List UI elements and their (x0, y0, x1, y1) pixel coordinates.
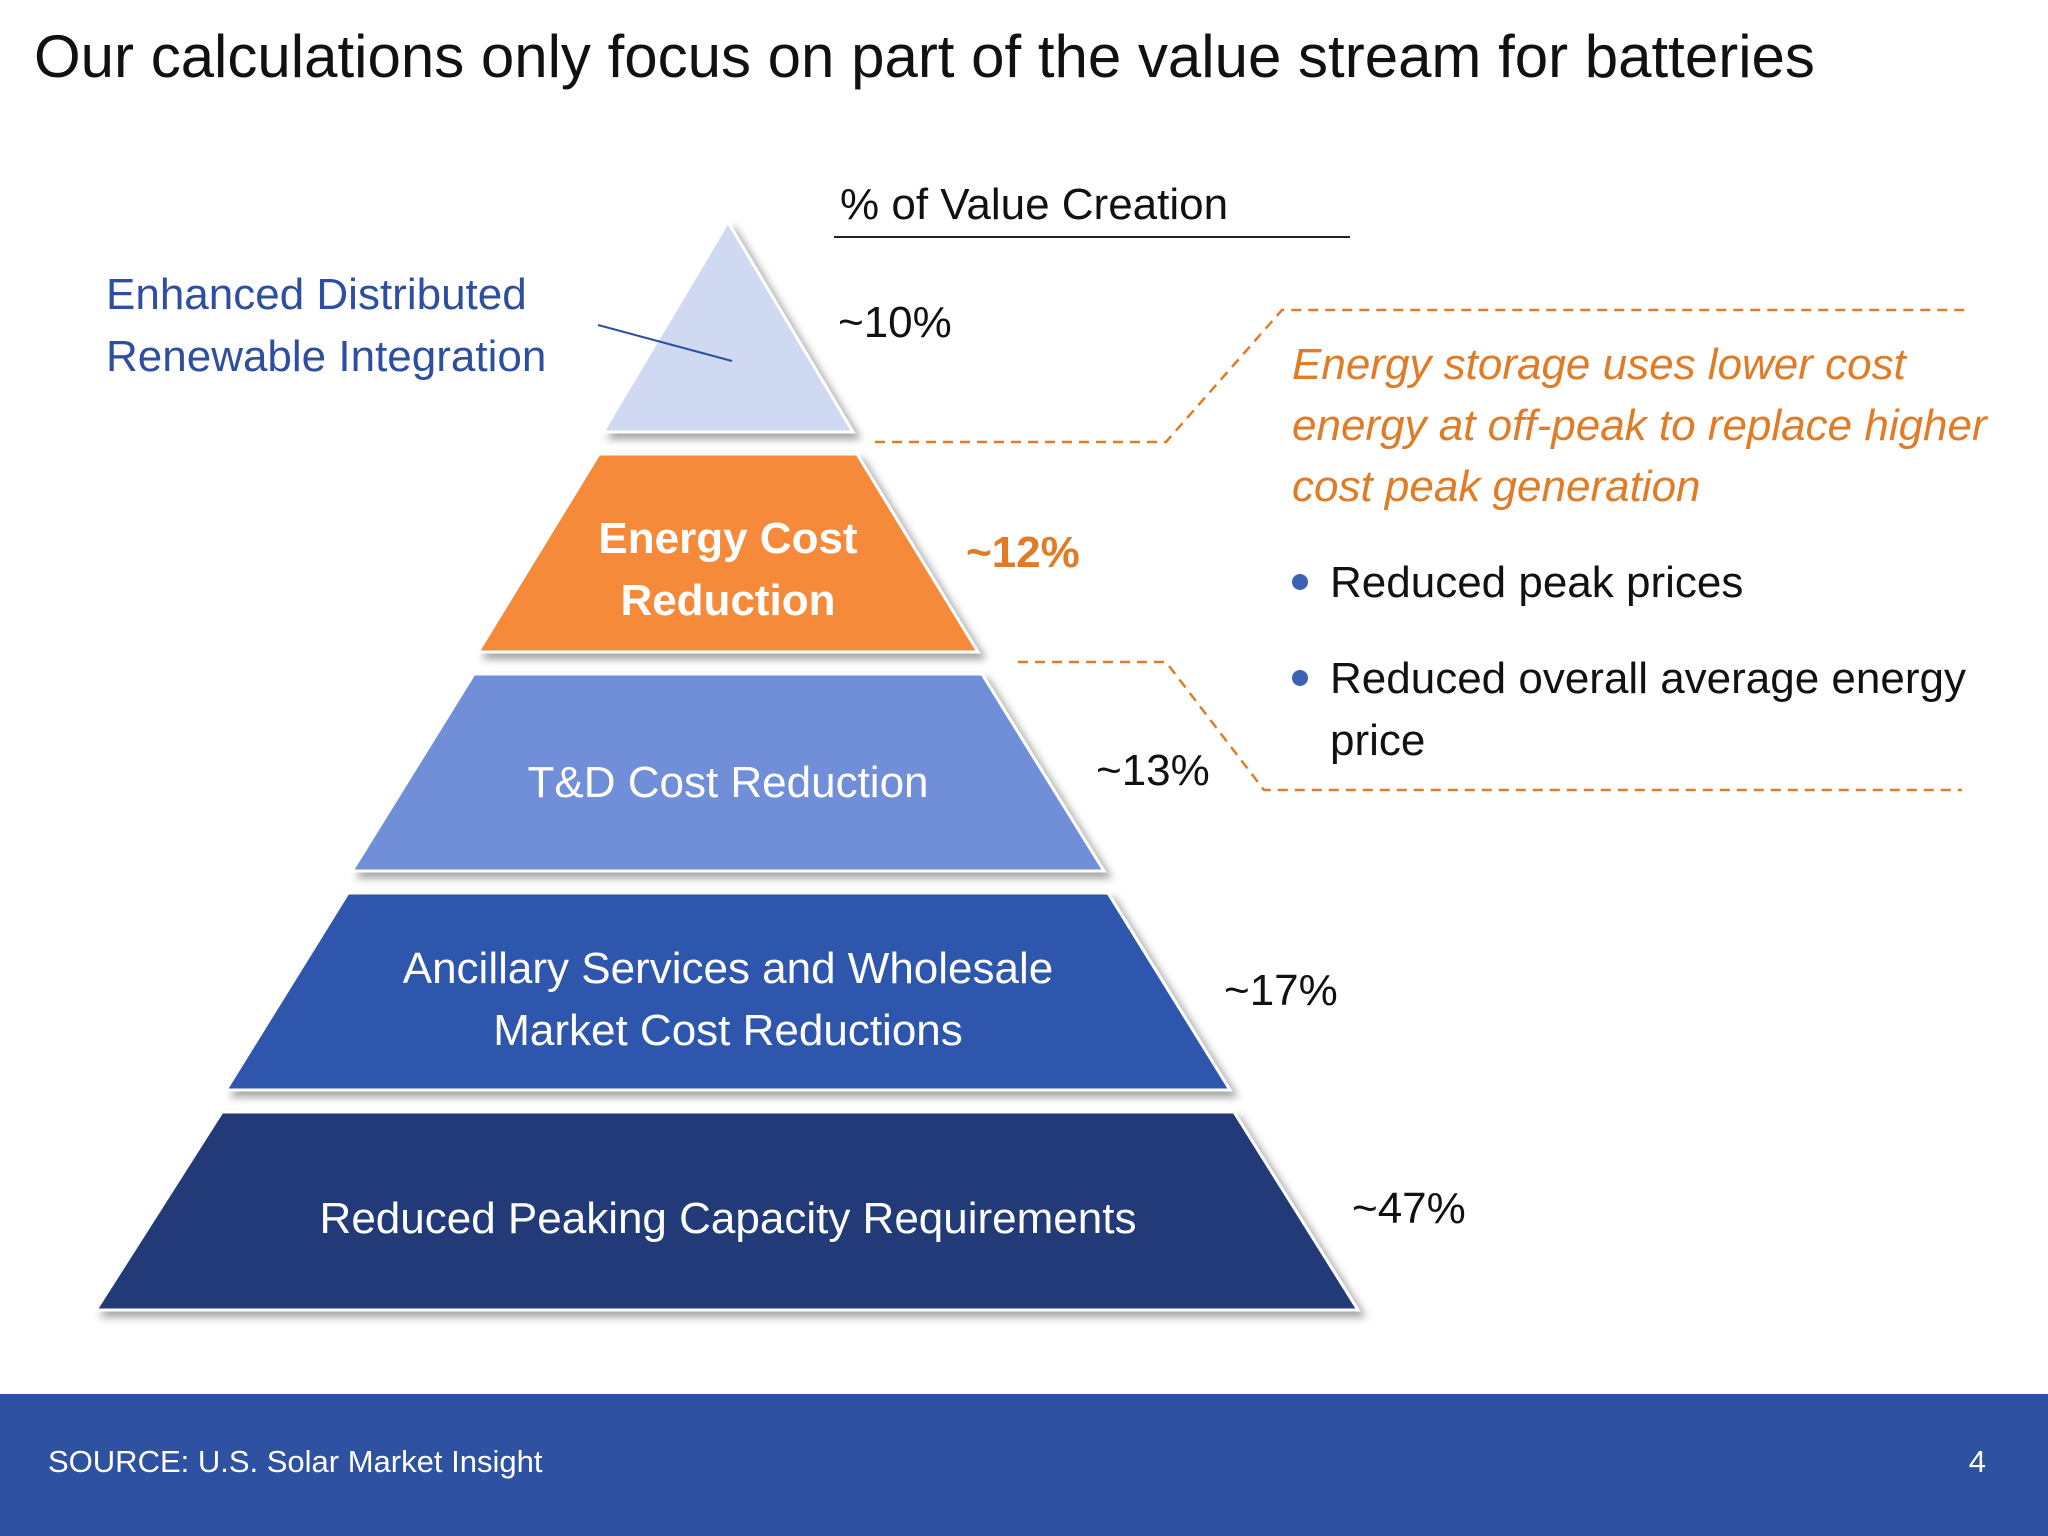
page-number: 4 (1968, 1444, 1986, 1479)
bullet-text: Reduced overall average energy price (1330, 654, 1966, 765)
tier-5-percent: ~47% (1352, 1184, 1466, 1233)
tier-1-label: Enhanced Distributed Renewable Integrati… (106, 270, 547, 381)
pyramid-tier-5 (93, 1110, 1361, 1312)
bullet-dot-icon (1292, 670, 1308, 686)
tier-5-label: Reduced Peaking Capacity Requirements (319, 1194, 1137, 1243)
value-pyramid (93, 219, 1966, 1312)
tier-3-label: T&D Cost Reduction (527, 758, 929, 807)
page-title: Our calculations only focus on part of t… (34, 23, 1815, 90)
bullet-text: Reduced peak prices (1330, 558, 1744, 607)
value-creation-header: % of Value Creation (840, 180, 1229, 229)
tier-3-percent: ~13% (1096, 746, 1210, 795)
header-underline (834, 236, 1350, 238)
pyramid-tier-3 (349, 672, 1107, 873)
source-citation: SOURCE: U.S. Solar Market Insight (48, 1444, 543, 1479)
pyramid-tier-2 (475, 452, 981, 654)
tier-4-label: Ancillary Services and Wholesale Market … (402, 944, 1054, 1055)
footer-bar: SOURCE: U.S. Solar Market Insight 4 (0, 1394, 2048, 1536)
tier-1-percent: ~10% (838, 298, 952, 347)
callout-text: Energy storage uses lower cost energy at… (1292, 340, 1987, 511)
tier-2-percent: ~12% (966, 528, 1080, 577)
top-label-leader-line (597, 324, 733, 362)
pyramid-tier-1 (600, 219, 856, 434)
bullet-dot-icon (1292, 574, 1308, 590)
callout-bracket-top (875, 308, 1966, 444)
callout-bracket-bottom (1018, 660, 1962, 792)
tier-4-percent: ~17% (1224, 966, 1338, 1015)
pyramid-tier-4 (223, 891, 1233, 1092)
tier-2-label: Energy Cost Reduction (598, 514, 858, 625)
